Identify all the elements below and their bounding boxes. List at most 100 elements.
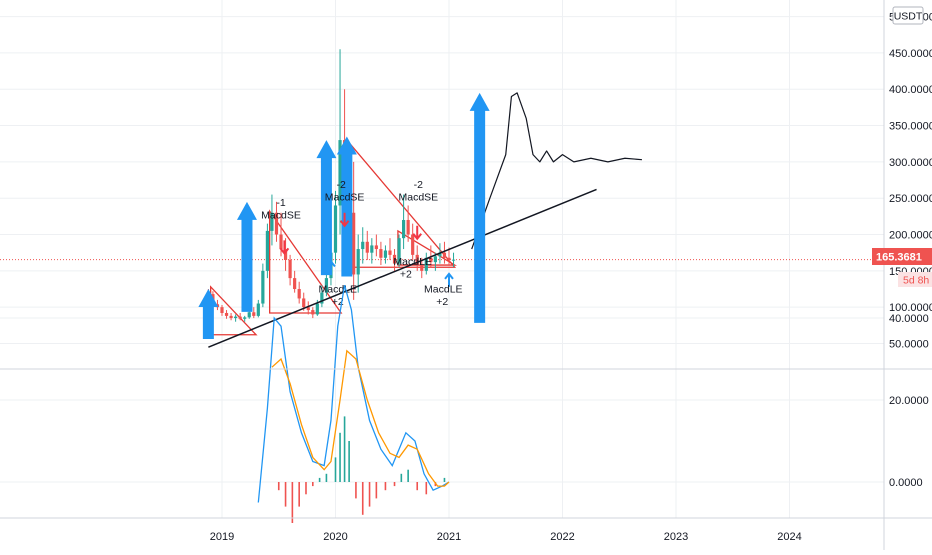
candle-body <box>374 245 378 250</box>
blue-arrow-up <box>316 140 337 276</box>
macd-histogram-bar <box>339 432 341 482</box>
candle-body <box>379 249 383 258</box>
candle-body <box>438 252 442 257</box>
candle-body <box>302 298 306 308</box>
signal-annotation: +2 <box>436 296 448 308</box>
candle-body <box>356 249 360 275</box>
candle-body <box>324 278 329 293</box>
currency-badge[interactable]: USDT <box>892 6 924 25</box>
candle-body <box>420 265 424 271</box>
price-tick-label: 300.0000 <box>889 157 932 169</box>
candle-body <box>270 212 274 231</box>
sell-signal-arrow <box>279 240 290 255</box>
candle-body <box>311 310 315 315</box>
last-price: 165.3681 <box>876 252 922 264</box>
candle-body <box>297 289 301 299</box>
signal-annotation: MacdSE <box>399 191 439 203</box>
candle-body <box>361 241 365 250</box>
blue-arrow-up <box>236 201 257 312</box>
candle-body <box>424 257 428 271</box>
macd-histogram-bar <box>348 441 350 482</box>
signal-annotation: MacdLE <box>424 284 463 296</box>
macd-histogram-bar <box>368 482 371 507</box>
candle-body <box>406 219 410 235</box>
macd-histogram-bar <box>334 457 337 482</box>
candle-body <box>388 250 392 255</box>
candle-body <box>256 303 260 316</box>
candle-body <box>365 241 369 253</box>
time-tick-label: 2019 <box>210 531 234 543</box>
candle-body <box>447 257 451 260</box>
macd-histogram-bar <box>318 477 321 482</box>
triangle-pattern <box>269 209 343 314</box>
candle-body <box>265 230 269 271</box>
macd-histogram-bar <box>361 482 364 515</box>
time-tick-label: 2022 <box>550 531 574 543</box>
candle-body <box>247 312 251 318</box>
candle-body <box>442 252 447 258</box>
candle-body <box>402 219 406 239</box>
candle-body <box>392 254 397 264</box>
time-tick-label: 2023 <box>664 531 688 543</box>
macd-histogram-bar <box>298 482 300 507</box>
macd-pane[interactable] <box>257 285 450 523</box>
macd-histogram-bar <box>407 469 409 482</box>
candle-body <box>306 307 310 311</box>
candle-body <box>370 245 374 253</box>
blue-arrow-up <box>469 92 490 323</box>
price-tick-label: 250.0000 <box>889 193 932 205</box>
candle-body <box>288 259 292 279</box>
price-tick-label: 100.0000 <box>889 302 932 314</box>
macd-tick-label: 20.0000 <box>889 395 929 407</box>
last-price-tag: 165.3681 5d 8h <box>872 248 932 287</box>
macd-histogram-bar <box>343 416 346 482</box>
signal-annotation: MacdSE <box>261 210 301 222</box>
support-trendline <box>208 188 597 348</box>
countdown: 5d 8h <box>903 275 929 287</box>
grid <box>0 0 884 518</box>
blue-arrow-up <box>336 136 357 277</box>
price-pane[interactable]: -1MacdSE-2MacdSE-2MacdSEMacdLE+2MacdLE+2… <box>0 49 884 348</box>
signal-annotation: -1 <box>276 197 285 209</box>
candle-body <box>433 256 437 263</box>
macd-histogram-bar <box>355 482 357 499</box>
signal-annotation: -2 <box>337 179 346 191</box>
candle-body <box>261 270 265 304</box>
macd-histogram-bar <box>425 482 428 495</box>
blue-arrow-up <box>198 289 219 340</box>
candle-body <box>283 249 288 260</box>
macd-histogram-bar <box>277 482 280 491</box>
candle-body <box>224 312 229 316</box>
macd-histogram-bar <box>443 477 446 482</box>
candle-body <box>229 315 233 319</box>
macd-histogram-bar <box>375 482 378 499</box>
candle-body <box>338 140 342 206</box>
signal-annotation: MacdLE <box>393 256 432 268</box>
candle-body <box>220 307 224 313</box>
time-tick-label: 2021 <box>437 531 461 543</box>
price-tick-label: 400.0000 <box>889 84 932 96</box>
price-tick-label: 200.0000 <box>889 230 932 242</box>
sell-signal-arrow <box>412 225 423 241</box>
candle-body <box>383 250 388 258</box>
candle-body <box>274 212 279 235</box>
signal-annotation: MacdSE <box>325 191 365 203</box>
candle-body <box>243 317 247 319</box>
macd-tick-label: 0.0000 <box>889 477 923 489</box>
candle-body <box>234 316 238 319</box>
buy-signal-arrow <box>326 259 336 275</box>
projection-path <box>471 92 643 250</box>
signal-annotation: MacdLE <box>319 284 358 296</box>
candle-body <box>451 259 456 261</box>
signal-annotation: +2 <box>400 268 412 280</box>
macd-histogram-bar <box>325 473 328 482</box>
candle-body <box>279 234 283 250</box>
macd-histogram-bar <box>312 482 314 487</box>
time-tick-label: 2020 <box>323 531 347 543</box>
candle-body <box>415 254 419 266</box>
time-tick-label: 2024 <box>777 531 801 543</box>
candle-body <box>238 316 242 319</box>
candle-body <box>397 238 401 264</box>
